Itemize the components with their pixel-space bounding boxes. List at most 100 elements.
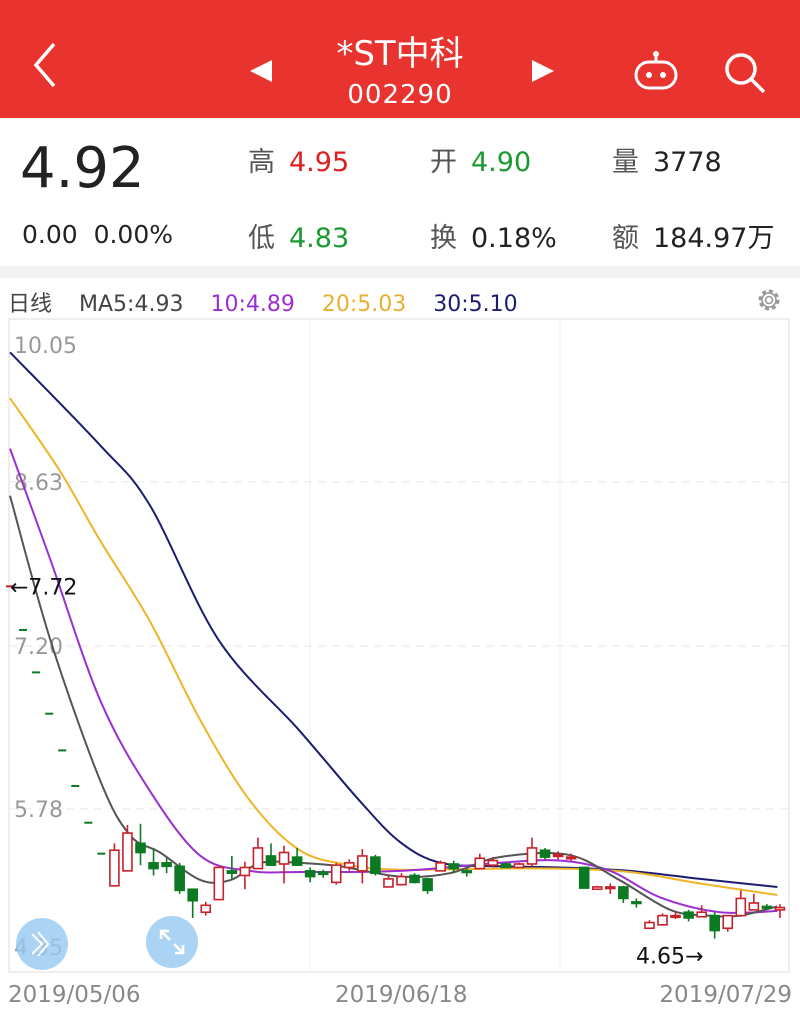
candle-body xyxy=(618,886,629,900)
quote-panel: 4.92 0.00 0.00% 高 4.95 开 4.90 量 3778 低 4.83 … xyxy=(0,118,800,266)
amount-value: 184.97万 xyxy=(653,223,775,254)
min-price-annotation: 4.65→ xyxy=(636,945,703,970)
amount-field: 额 184.97万 xyxy=(612,216,774,255)
scroll-back-button[interactable] xyxy=(16,918,68,970)
candle-body xyxy=(552,854,564,858)
divider xyxy=(0,266,800,278)
candle-body xyxy=(174,865,185,892)
high-label: 高 xyxy=(248,147,275,178)
candle-body xyxy=(735,897,747,917)
candle-body xyxy=(513,863,525,869)
candle-body xyxy=(487,859,499,866)
candle-body xyxy=(500,863,512,869)
candle-body xyxy=(109,849,120,887)
candle-body xyxy=(317,871,329,876)
candle-body xyxy=(539,849,551,858)
candle-body xyxy=(330,864,342,884)
candle-body xyxy=(644,921,655,930)
ma-legend: 日线 MA5:4.93 10:4.89 20:5.03 30:5.10 xyxy=(8,286,538,318)
turnover-label: 换 xyxy=(430,223,457,254)
candle-body xyxy=(278,851,290,865)
open-label: 开 xyxy=(430,147,457,178)
volume-label: 量 xyxy=(612,147,639,178)
candle-body xyxy=(239,866,251,877)
turnover-field: 换 0.18% xyxy=(430,216,557,255)
volume-value: 3778 xyxy=(653,147,722,178)
ma5-label: MA5:4.93 xyxy=(79,292,184,317)
chevrons-icon xyxy=(31,931,50,957)
candle-body xyxy=(683,911,694,919)
last-price: 4.92 xyxy=(20,136,145,201)
stock-name: *ST中科 xyxy=(336,34,464,74)
stock-code: 002290 xyxy=(347,80,453,110)
open-value: 4.90 xyxy=(471,147,532,178)
prev-stock-icon[interactable] xyxy=(248,58,274,84)
candle-body xyxy=(526,847,538,865)
change-percent: 0.00% xyxy=(93,220,173,249)
candle-body xyxy=(591,886,603,891)
candle-body xyxy=(722,914,734,930)
candle-body xyxy=(709,914,721,932)
expand-icon xyxy=(159,929,185,955)
ma30-line xyxy=(9,351,778,888)
settings-gear-icon[interactable] xyxy=(755,286,783,314)
candle-body xyxy=(304,870,316,878)
candle-body xyxy=(435,862,446,872)
next-stock-icon[interactable] xyxy=(530,58,556,84)
candle-body xyxy=(761,905,773,909)
x-tick-label: 2019/05/06 xyxy=(8,982,141,1008)
top-bar: *ST中科 002290 xyxy=(0,0,800,118)
candle-body xyxy=(604,886,616,890)
candle-body xyxy=(409,874,420,884)
kline-chart-frame[interactable] xyxy=(8,318,790,973)
candle-body xyxy=(148,862,159,870)
x-tick-label: 2019/06/18 xyxy=(335,982,468,1008)
candle-body xyxy=(357,855,368,872)
candle-body xyxy=(383,878,394,888)
ma20-line xyxy=(9,397,778,896)
candle-body xyxy=(213,866,225,901)
candle-body xyxy=(396,875,407,886)
candle-body xyxy=(565,856,577,860)
candle-body xyxy=(252,847,264,870)
low-label: 低 xyxy=(248,223,275,254)
candle-body xyxy=(187,888,198,902)
candle-body xyxy=(370,856,381,874)
candle-body xyxy=(578,866,590,889)
volume-field: 量 3778 xyxy=(612,140,722,179)
candle-body xyxy=(774,906,786,911)
y-tick-label: 8.63 xyxy=(14,471,63,496)
candle-body xyxy=(422,878,433,892)
candle-body xyxy=(631,901,642,905)
ma10-label: 10:4.89 xyxy=(210,292,295,317)
candle-body xyxy=(291,856,303,866)
open-field: 开 4.90 xyxy=(430,140,531,179)
candle-body xyxy=(670,914,681,919)
candle-body xyxy=(448,863,460,870)
candle-body xyxy=(657,914,668,926)
candle-body xyxy=(461,870,473,874)
low-value: 4.83 xyxy=(289,223,350,254)
high-value: 4.95 xyxy=(289,147,350,178)
price-change: 0.00 0.00% xyxy=(22,220,173,249)
ma30-label: 30:5.10 xyxy=(433,292,518,317)
robot-icon[interactable] xyxy=(632,50,680,92)
ma10-line xyxy=(9,448,778,915)
candle-body xyxy=(161,862,172,868)
fullscreen-button[interactable] xyxy=(146,916,198,968)
candle-body xyxy=(265,855,277,866)
period-label[interactable]: 日线 xyxy=(8,292,53,317)
ma5-line xyxy=(9,495,778,918)
high-field: 高 4.95 xyxy=(248,140,349,179)
candle-body xyxy=(696,911,707,918)
candle-body xyxy=(226,870,238,874)
candle-body xyxy=(343,862,355,869)
candle-body xyxy=(122,832,133,872)
back-icon[interactable] xyxy=(30,40,60,90)
search-icon[interactable] xyxy=(722,50,768,96)
x-tick-label: 2019/07/29 xyxy=(659,982,792,1008)
candle-body xyxy=(748,902,760,911)
y-tick-label: 5.78 xyxy=(14,798,63,823)
candle-body xyxy=(200,904,212,913)
